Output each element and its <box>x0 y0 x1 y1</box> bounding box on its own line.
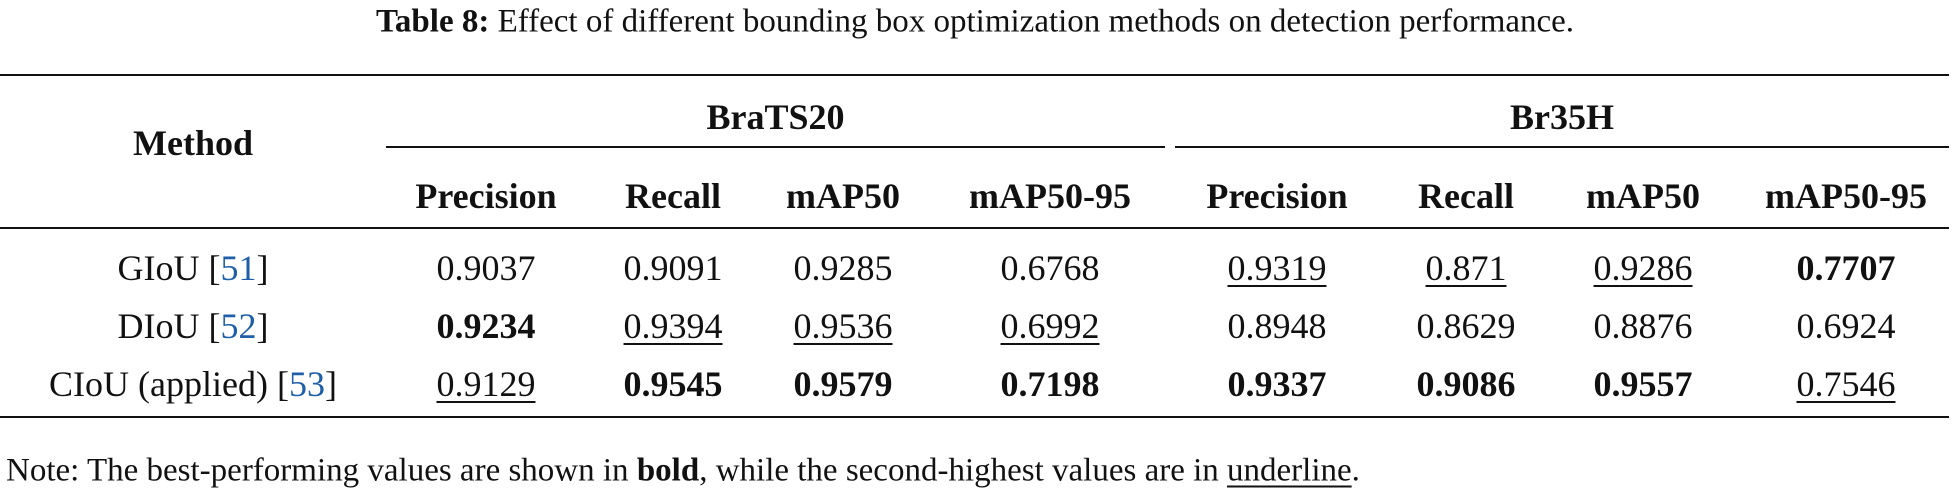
citation: ] <box>324 364 337 404</box>
caption-text: Effect of different bounding box optimiz… <box>497 3 1575 40</box>
citation: [ <box>276 364 289 404</box>
caption-label: Table 8: <box>375 3 490 40</box>
value-cell: 0.9129 <box>436 364 536 404</box>
method-cell: CIoU (applied) [53] <box>49 363 337 405</box>
citation: ] <box>256 248 269 288</box>
method-cell: DIoU [52] <box>118 305 269 347</box>
value-cell: 0.7198 <box>1000 364 1100 404</box>
bottom-rule <box>0 416 1949 418</box>
value-cell: 0.7707 <box>1796 248 1896 288</box>
column-header: Recall <box>1418 176 1514 216</box>
column-header: mAP50-95 <box>969 176 1131 216</box>
group-rule <box>386 146 1165 148</box>
method-cell: GIoU [51] <box>118 247 269 289</box>
value-cell: 0.9545 <box>623 364 723 404</box>
value-cell: 0.9536 <box>793 306 893 346</box>
value-cell: 0.6992 <box>1000 306 1100 346</box>
method-header: Method <box>133 123 253 163</box>
group-rule <box>1175 146 1949 148</box>
value-cell: 0.9557 <box>1593 364 1693 404</box>
column-header: Precision <box>415 176 557 216</box>
citation: [ <box>208 306 221 346</box>
value-cell: 0.8948 <box>1227 306 1327 346</box>
value-cell: 0.9286 <box>1593 248 1693 288</box>
note-part: . <box>1351 452 1360 489</box>
value-cell: 0.9037 <box>436 248 536 288</box>
note-part: bold <box>636 452 700 489</box>
citation: 51 <box>220 248 257 288</box>
group-header: Br35H <box>1510 97 1614 137</box>
value-cell: 0.6924 <box>1796 306 1896 346</box>
value-cell: 0.8876 <box>1593 306 1693 346</box>
value-cell: 0.9285 <box>793 248 893 288</box>
citation: 52 <box>220 306 257 346</box>
note-part: underline <box>1227 452 1352 489</box>
column-header: Recall <box>625 176 721 216</box>
column-header: mAP50 <box>786 176 900 216</box>
column-header: Precision <box>1206 176 1348 216</box>
top-rule <box>0 74 1949 76</box>
value-cell: 0.9319 <box>1227 248 1327 288</box>
value-cell: 0.9337 <box>1227 364 1327 404</box>
note: Note: The best-performing values are sho… <box>6 453 1360 490</box>
value-cell: 0.9579 <box>793 364 893 404</box>
value-cell: 0.9234 <box>436 306 536 346</box>
note-part: Note: The best-performing values are sho… <box>6 452 637 489</box>
method-name: GIoU <box>117 248 200 288</box>
value-cell: 0.6768 <box>1000 248 1100 288</box>
value-cell: 0.9091 <box>623 248 723 288</box>
note-part: , while the second-highest values are in <box>699 452 1228 489</box>
method-name: DIoU <box>117 306 200 346</box>
value-cell: 0.871 <box>1425 248 1507 288</box>
caption: Table 8: Effect of different bounding bo… <box>376 4 1574 41</box>
value-cell: 0.7546 <box>1796 364 1896 404</box>
group-header: BraTS20 <box>706 97 845 137</box>
citation: ] <box>256 306 269 346</box>
method-name: CIoU (applied) <box>49 364 268 404</box>
value-cell: 0.9086 <box>1416 364 1516 404</box>
value-cell: 0.8629 <box>1416 306 1516 346</box>
citation: [ <box>208 248 221 288</box>
column-header: mAP50-95 <box>1765 176 1927 216</box>
citation: 53 <box>288 364 325 404</box>
column-header: mAP50 <box>1586 176 1700 216</box>
value-cell: 0.9394 <box>623 306 723 346</box>
mid-rule <box>0 227 1949 229</box>
